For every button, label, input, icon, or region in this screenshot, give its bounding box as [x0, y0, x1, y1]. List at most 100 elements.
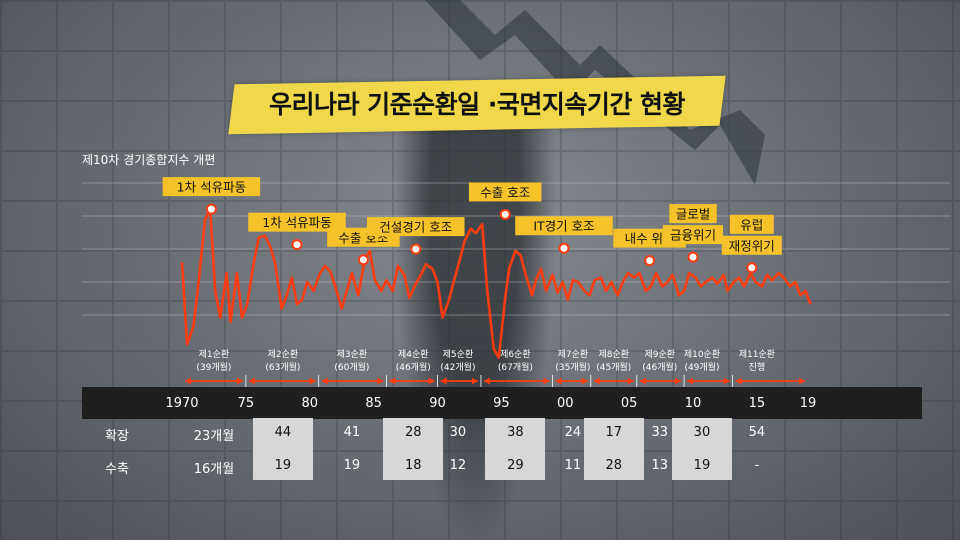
contraction-cell: 19: [343, 458, 361, 473]
cycle-months: (67개월): [498, 361, 533, 373]
cycle-arrow-left: [483, 377, 490, 385]
contraction-cell: 16개월: [193, 462, 235, 477]
event-label-box: [367, 217, 465, 237]
contraction-cell: -: [754, 458, 760, 473]
x-tick-label: 75: [237, 396, 255, 411]
expansion-cell: 30: [693, 425, 711, 440]
expansion-cell: 38: [507, 425, 524, 440]
contraction-cell: 19: [693, 458, 711, 473]
x-tick-label: 1970: [165, 396, 199, 411]
cycle-name: 제10순환: [684, 348, 720, 360]
expansion-cell: 17: [605, 425, 623, 440]
cycle-arrow-right: [799, 377, 805, 385]
cycle-arrow-left: [687, 377, 694, 385]
expansion-cell: 24: [564, 425, 582, 440]
cycle-months: (39개월): [196, 361, 231, 373]
event-label: IT경기 호조: [533, 219, 594, 234]
contraction-cell: 13: [651, 458, 669, 473]
cycle-name: 제11순환: [739, 348, 775, 360]
expansion-cell: 41: [343, 425, 361, 440]
cycle-months: (46개월): [642, 361, 677, 373]
cycle-months: 진행: [749, 361, 766, 373]
cycle-arrow-left: [440, 377, 447, 385]
chart-title: 우리나라 기준순환일 ·국면지속기간 현황: [268, 90, 686, 119]
cycle-months: (63개월): [265, 361, 300, 373]
event-label: 금융위기: [670, 228, 716, 243]
contraction-cell: 18: [404, 458, 422, 473]
cycle-arrow-left: [248, 377, 255, 385]
event-marker: [291, 239, 303, 251]
event-label: 내수 위축: [625, 231, 675, 246]
cycle-arrow-left: [321, 377, 328, 385]
cycle-arrow-right: [723, 377, 730, 385]
cycle-months: (45개월): [596, 361, 631, 373]
chart-series-layer: [180, 207, 812, 359]
cycle-arrow-left: [555, 377, 562, 385]
event-label: 건설경기 호조: [379, 220, 452, 235]
event-label-box: [729, 214, 774, 234]
x-tick-label: 15: [748, 396, 766, 411]
cycle-name: 제9순환: [645, 348, 676, 360]
cycle-arrow-left: [185, 377, 191, 385]
x-tick-label: 00: [556, 396, 574, 411]
cycle-arrow-right: [377, 377, 384, 385]
event-label: 1차 석유파동: [262, 215, 331, 230]
cycle-segments: 제1순환(39개월)제2순환(63개월)제3순환(60개월)제4순환(46개월)…: [185, 348, 805, 387]
event-marker: [205, 203, 217, 215]
cycle-months: (42개월): [440, 361, 475, 373]
expansion-cell: 30: [449, 425, 467, 440]
cycle-arrow-left: [639, 377, 646, 385]
event-label-box: [515, 216, 613, 236]
cycle-arrow-left: [389, 377, 396, 385]
cycle-months: (46개월): [396, 361, 431, 373]
cycle-name: 제4순환: [398, 348, 429, 360]
expansion-cell: 28: [404, 425, 422, 440]
series-line: [180, 207, 812, 359]
cycle-arrow-left: [735, 377, 742, 385]
event-label-box: [721, 235, 782, 255]
x-tick-label: 19: [799, 396, 817, 411]
background-down-arrow-icon: [425, 0, 765, 185]
x-tick-label: 95: [493, 396, 510, 411]
cycle-name: 제5순환: [443, 348, 474, 360]
cycle-name: 제8순환: [599, 348, 630, 360]
contraction-cell: 11: [564, 458, 582, 473]
highlight-column: [671, 418, 732, 480]
cycle-arrow-left: [593, 377, 600, 385]
highlight-column: [485, 418, 546, 480]
event-label: 글로벌: [676, 207, 711, 222]
cycle-arrow-right: [309, 377, 316, 385]
event-marker: [499, 208, 511, 220]
event-label: 수출 호조: [480, 185, 530, 200]
cycle-months: (35개월): [555, 361, 590, 373]
event-label-box: [248, 212, 346, 232]
cycle-name: 제7순환: [558, 348, 589, 360]
cycle-arrow-right: [543, 377, 550, 385]
event-label: 1차 석유파동: [177, 180, 246, 195]
cycle-months: (49개월): [684, 361, 719, 373]
cycle-months: (60개월): [334, 361, 369, 373]
event-marker: [644, 255, 656, 267]
event-marker: [687, 251, 699, 263]
event-label-box: [468, 182, 542, 202]
event-marker: [357, 254, 369, 266]
highlight-column: [383, 418, 444, 480]
cycle-arrow-right: [236, 377, 243, 385]
expansion-cell: 23개월: [193, 429, 235, 444]
cycle-arrow-right: [471, 377, 478, 385]
event-label: 유럽: [740, 217, 763, 232]
cycle-arrow-right: [675, 377, 682, 385]
x-tick-label: 85: [365, 396, 382, 411]
expansion-cell: 54: [748, 425, 766, 440]
cycle-name: 제6순환: [500, 348, 531, 360]
x-tick-label: 90: [429, 396, 446, 411]
event-marker: [558, 242, 570, 254]
event-label-box: [162, 177, 261, 197]
x-tick-label: 80: [301, 396, 319, 411]
contraction-cell: 12: [449, 458, 467, 473]
row-label-expansion: 확장: [105, 429, 129, 444]
expansion-cell: 33: [651, 425, 669, 440]
event-markers: [205, 203, 758, 274]
x-axis-band: [82, 387, 922, 419]
